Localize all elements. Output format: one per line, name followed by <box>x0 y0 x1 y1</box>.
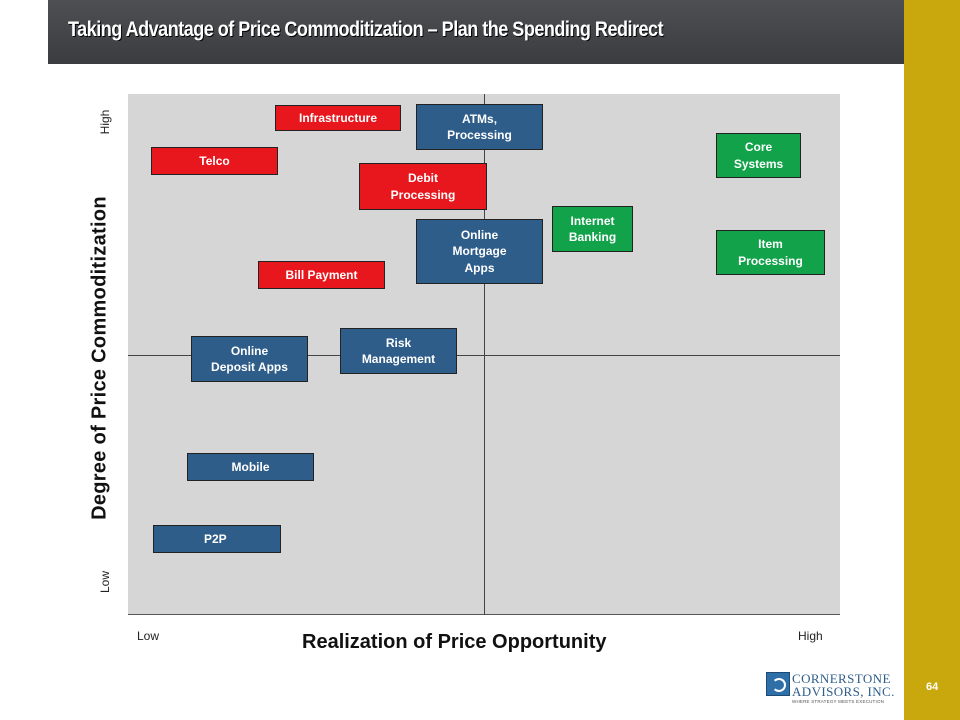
item-box-online-mortgage-apps: Online Mortgage Apps <box>416 219 543 284</box>
x-axis-high-label: High <box>798 629 823 643</box>
item-box-infrastructure: Infrastructure <box>275 105 401 131</box>
item-box-bill-payment: Bill Payment <box>258 261 385 289</box>
item-label: Item Processing <box>738 237 803 268</box>
right-accent-bar <box>904 0 960 720</box>
item-label: Debit Processing <box>390 171 456 202</box>
x-axis-low-label: Low <box>137 629 160 643</box>
title-bar <box>48 0 912 64</box>
item-label: Risk Management <box>361 335 436 366</box>
y-axis-low-label: Low <box>98 570 112 594</box>
item-box-debit-processing: Debit Processing <box>359 163 487 210</box>
item-label: Internet Banking <box>568 213 617 244</box>
item-box-item-processing: Item Processing <box>716 230 825 275</box>
y-axis-title: Degree of Price Commoditization <box>88 196 111 520</box>
item-box-telco: Telco <box>151 147 278 175</box>
company-logo: CORNERSTONE ADVISORS, INC. WHERE STRATEG… <box>766 670 896 706</box>
item-box-p2p: P2P <box>153 525 281 553</box>
item-label: Core Systems <box>733 140 784 171</box>
vertical-divider <box>484 94 485 615</box>
y-axis-high-label: High <box>98 109 112 135</box>
logo-line1: CORNERSTONE <box>792 671 891 686</box>
item-label: Infrastructure <box>298 110 378 125</box>
item-label: Online Deposit Apps <box>211 343 288 374</box>
logo-tagline: WHERE STRATEGY MEETS EXECUTION <box>792 699 885 704</box>
item-label: Bill Payment <box>285 267 358 282</box>
item-box-internet-banking: Internet Banking <box>552 206 633 252</box>
logo-line2: ADVISORS, INC. <box>792 684 895 699</box>
item-box-core-systems: Core Systems <box>716 133 801 178</box>
horizontal-divider <box>128 355 840 356</box>
slide-title: Taking Advantage of Price Commoditizatio… <box>68 18 664 41</box>
item-box-risk-management: Risk Management <box>340 328 457 374</box>
item-box-mobile: Mobile <box>187 453 314 481</box>
item-label: Online Mortgage Apps <box>452 228 507 275</box>
item-box-online-deposit-apps: Online Deposit Apps <box>191 336 308 382</box>
logo-mark-icon <box>766 672 790 696</box>
page-number: 64 <box>926 681 939 693</box>
item-label: ATMs, Processing <box>447 111 512 142</box>
item-label: Mobile <box>231 459 270 474</box>
item-box-atms: ATMs, Processing <box>416 104 543 150</box>
item-label: Telco <box>199 153 230 168</box>
x-axis-title: Realization of Price Opportunity <box>302 631 607 653</box>
item-label: P2P <box>204 531 227 546</box>
